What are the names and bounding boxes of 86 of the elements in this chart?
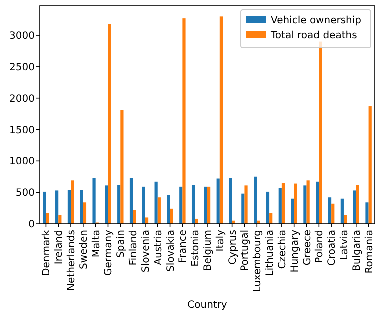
bar — [244, 186, 248, 224]
bar — [80, 190, 84, 224]
x-tick-label: Portugal — [240, 230, 252, 272]
x-tick-label: Denmark — [42, 230, 53, 276]
y-tick-label: 1000 — [10, 156, 35, 168]
bar — [366, 202, 369, 224]
bar — [68, 190, 72, 224]
bar — [170, 208, 174, 224]
y-tick-label: 500 — [16, 188, 35, 200]
x-tick-label: Poland — [314, 230, 326, 264]
y-tick-label: 2500 — [10, 62, 35, 74]
bar — [120, 110, 124, 224]
x-tick-label: Malta — [91, 230, 102, 258]
bar — [344, 215, 348, 224]
x-tick-label: Hungary — [290, 230, 301, 273]
x-tick-label: Bulgaria — [352, 230, 363, 272]
bar — [105, 186, 108, 224]
y-tick-label: 3000 — [10, 31, 35, 42]
x-tick-label: Sweden — [78, 230, 90, 270]
bar — [92, 178, 96, 224]
x-tick-label: Netherlands — [66, 230, 78, 291]
bar — [118, 185, 121, 224]
bar — [43, 192, 46, 224]
legend-label: Total road deaths — [270, 30, 358, 42]
bar — [83, 202, 87, 224]
bar — [278, 188, 282, 224]
bar — [332, 204, 335, 224]
bar — [216, 178, 220, 224]
x-tick-label: Belgium — [203, 230, 214, 271]
bar — [328, 198, 332, 224]
bar — [294, 184, 298, 224]
bar — [204, 186, 208, 224]
legend-label: Vehicle ownership — [271, 16, 362, 26]
bar — [282, 183, 286, 224]
bar — [340, 198, 344, 224]
bar — [46, 213, 50, 224]
bar — [353, 190, 356, 224]
bar — [145, 218, 149, 224]
bar — [192, 185, 196, 224]
bar — [242, 194, 245, 224]
x-tick-label: Luxembourg — [252, 230, 264, 292]
x-tick-label: Austria — [153, 230, 164, 266]
x-tick-label: Cyprus — [228, 230, 239, 265]
bar — [130, 178, 134, 224]
x-tick-label: Germany — [104, 230, 115, 276]
x-tick-label: Czechia — [277, 230, 288, 270]
y-tick-label: 0 — [28, 220, 35, 230]
bar — [158, 198, 161, 224]
x-tick-label: Slovenia — [140, 230, 152, 273]
x-tick-label: Slovakia — [166, 230, 177, 272]
x-tick-label: Lithuania — [265, 230, 276, 276]
x-tick-label: France — [178, 230, 190, 264]
x-tick-label: Greece — [302, 230, 314, 266]
bar — [180, 186, 183, 224]
bar — [316, 182, 320, 224]
x-axis-title: Country — [188, 300, 228, 311]
bar — [266, 192, 270, 224]
bar — [56, 190, 59, 224]
x-tick-label: Ireland — [54, 230, 66, 265]
x-tick-label: Spain — [116, 230, 128, 258]
bar — [133, 210, 136, 224]
bar — [254, 176, 258, 224]
x-tick-label: Estonia — [190, 230, 202, 267]
bar — [71, 180, 74, 224]
bar — [229, 178, 232, 224]
bar — [142, 186, 146, 224]
x-tick-label: Latvia — [339, 230, 350, 260]
bar — [306, 180, 310, 224]
bar — [58, 215, 62, 224]
bar — [220, 16, 224, 224]
bar — [108, 24, 112, 224]
bar — [270, 213, 273, 224]
y-tick-label: 1500 — [10, 125, 35, 136]
bar — [208, 186, 211, 224]
bar — [154, 182, 158, 224]
bar — [304, 186, 307, 224]
x-tick-label: Croatia — [327, 230, 338, 266]
bar — [291, 198, 294, 224]
bar — [167, 195, 170, 224]
x-tick-label: Romania — [364, 230, 376, 274]
bar — [182, 18, 186, 224]
y-tick-label: 2000 — [10, 94, 35, 105]
x-tick-label: Italy — [215, 230, 226, 252]
bar — [356, 185, 360, 224]
bar — [368, 106, 372, 224]
x-tick-label: Finland — [128, 230, 140, 266]
